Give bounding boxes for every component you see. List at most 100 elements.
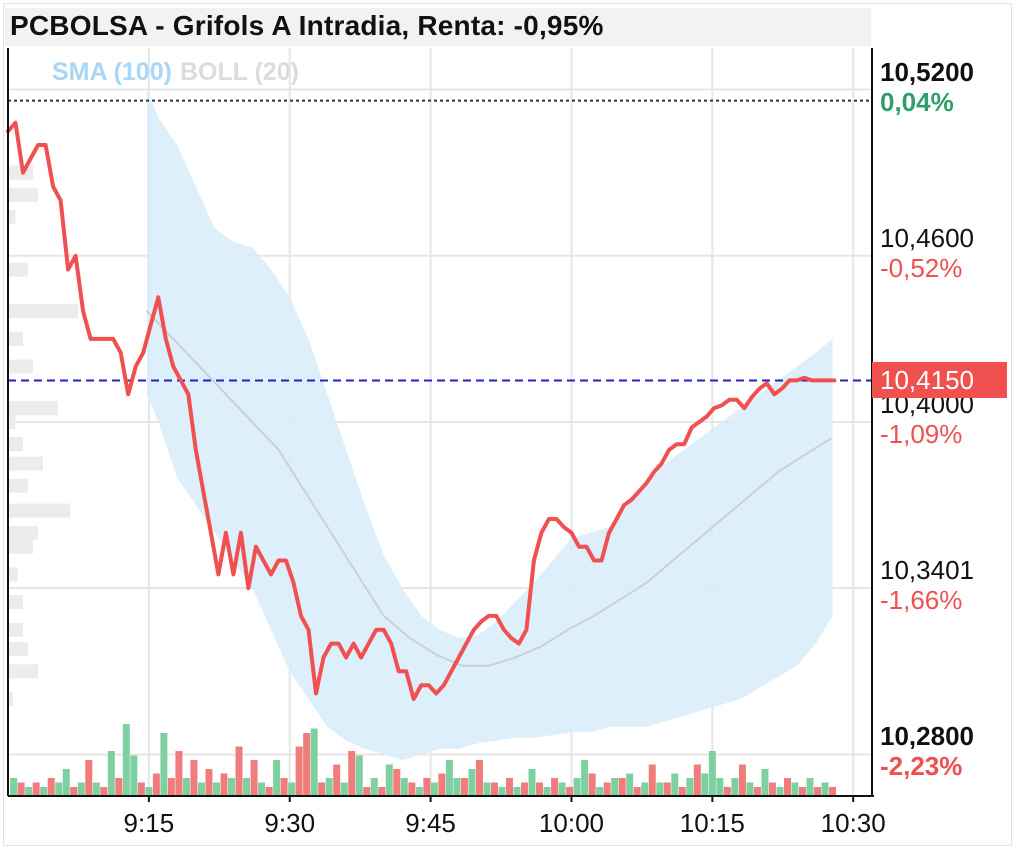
y-tick-pct-label: -1,66% [880, 584, 963, 615]
volume-bar [40, 787, 48, 796]
volume-bar [753, 787, 761, 796]
volume-bar [325, 778, 333, 796]
depth-profile-bar [8, 331, 23, 346]
price-line [6, 120, 837, 701]
volume-bar [370, 778, 378, 796]
volume-bar [633, 787, 641, 796]
depth-profile-bar [8, 456, 43, 471]
volume-bar [768, 782, 776, 796]
x-tick-label: 9:15 [123, 808, 175, 838]
volume-bar [378, 787, 386, 796]
volume-bar [566, 787, 574, 796]
volume-bar [776, 787, 784, 796]
volume-bar [783, 778, 791, 796]
title-bar [5, 8, 871, 46]
volume-bar [445, 760, 453, 796]
x-tick-label: 10:15 [679, 808, 745, 838]
volume-bar [686, 778, 694, 796]
volume-bar [250, 760, 258, 796]
volume-bar [32, 782, 40, 796]
y-tick-pct-label: -0,52% [880, 252, 963, 283]
depth-profile-bar [8, 401, 58, 416]
volume-bar [235, 746, 243, 796]
volume-bar [573, 778, 581, 796]
y-tick-pct-label: -1,09% [880, 419, 963, 449]
volume-bar [62, 769, 70, 796]
depth-profile-bar [8, 415, 16, 429]
volume-bar [581, 760, 589, 796]
y-tick-label: 10,4600 [880, 222, 974, 253]
depth-profile-bar [8, 664, 38, 679]
volume-bar [100, 787, 108, 796]
volume-bar [648, 764, 656, 796]
volume-bar [521, 782, 529, 796]
volume-bar [348, 751, 356, 796]
volume-bar [340, 782, 348, 796]
x-tick-label: 10:00 [538, 808, 605, 838]
volume-bar [799, 787, 807, 796]
depth-profile-bar [8, 692, 13, 707]
legend-boll[interactable]: BOLL (20) [179, 58, 299, 86]
chart-title: PCBOLSA - Grifols A Intradia, Renta: -0,… [10, 10, 604, 41]
current-price-badge: 10,4150 [872, 362, 1007, 398]
volume-bar [738, 764, 746, 796]
depth-profile-bar [8, 262, 28, 277]
volume-bar [505, 778, 513, 796]
chart-frame [3, 3, 1012, 846]
depth-profile-bar [8, 567, 18, 582]
volume-bar [333, 764, 341, 796]
volume-bar [543, 787, 551, 796]
volume-bar [182, 778, 190, 796]
volume-bar [205, 769, 213, 796]
volume-bar [137, 782, 145, 796]
volume-bar [596, 787, 604, 796]
volume-bar [273, 760, 281, 796]
volume-bar [671, 773, 679, 796]
volume-bar [258, 782, 266, 796]
volume-bar [265, 787, 273, 796]
depth-profile-bar [8, 539, 33, 554]
volume-bar [678, 787, 686, 796]
volume-bar [85, 760, 93, 796]
volume-bar [145, 787, 153, 796]
volume-bar [723, 787, 731, 796]
y-tick-label: 10,5200 [880, 56, 974, 87]
depth-profile-bar [8, 359, 33, 374]
volume-bar [197, 782, 205, 796]
depth-profile-bar [8, 209, 16, 224]
volume-bar [483, 782, 491, 796]
volume-bar [303, 733, 311, 796]
volume-bar [295, 746, 303, 796]
volume-bar [415, 787, 423, 796]
y-tick-pct-label: 0,04% [880, 86, 954, 117]
volume-bar [70, 787, 78, 796]
volume-bar [243, 778, 251, 796]
volume-bar [25, 787, 33, 796]
volume-bar [220, 773, 228, 796]
volume-bar [513, 787, 521, 796]
volume-bar [385, 764, 393, 796]
volume-bar [430, 782, 438, 796]
depth-profile-bar [8, 478, 28, 493]
volume-bar [47, 778, 55, 796]
volume-bar [814, 787, 822, 796]
legend-sma[interactable]: SMA (100) [52, 58, 172, 86]
volume-bar [107, 751, 115, 796]
volume-bar [400, 778, 408, 796]
volume-bar [355, 755, 363, 796]
volume-bar [475, 760, 483, 796]
volume-bar [130, 755, 138, 796]
volume-bar [77, 782, 85, 796]
volume-bar [821, 782, 829, 796]
volume-bar [761, 769, 769, 796]
sma-line [146, 310, 832, 667]
bollinger-band [147, 89, 833, 761]
volume-bar [122, 724, 130, 796]
volume-bar [115, 778, 123, 796]
depth-profile-bar [8, 595, 23, 610]
x-tick-label: 9:45 [405, 808, 456, 838]
volume-bar [716, 778, 724, 796]
volume-bar [310, 728, 318, 796]
volume-bar [626, 773, 634, 796]
